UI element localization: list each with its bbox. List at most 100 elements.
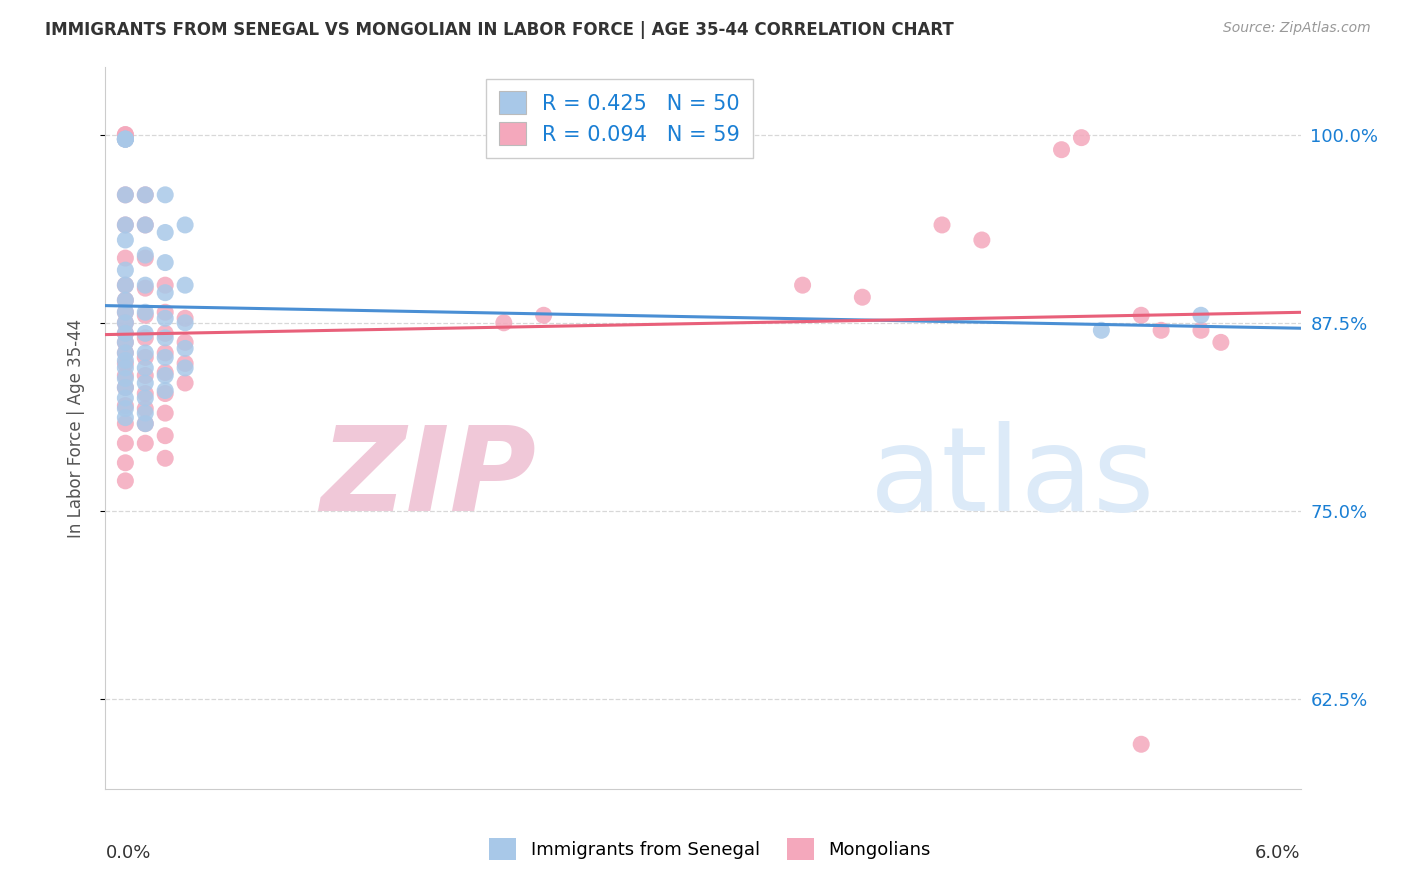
Point bbox=[153, 384, 177, 398]
Point bbox=[114, 251, 136, 265]
Point bbox=[153, 346, 177, 360]
Point bbox=[134, 360, 156, 375]
Point bbox=[153, 366, 177, 380]
Point bbox=[114, 132, 136, 146]
Point bbox=[174, 360, 197, 375]
Point bbox=[134, 331, 156, 345]
Point bbox=[114, 293, 136, 308]
Point bbox=[134, 401, 156, 416]
Point bbox=[114, 368, 136, 383]
Point bbox=[114, 218, 136, 232]
Point bbox=[114, 316, 136, 330]
Point bbox=[114, 380, 136, 394]
Point bbox=[114, 187, 136, 202]
Point bbox=[114, 218, 136, 232]
Point bbox=[970, 233, 993, 247]
Point bbox=[792, 278, 814, 293]
Point bbox=[153, 428, 177, 442]
Point bbox=[153, 351, 177, 365]
Point bbox=[134, 368, 156, 383]
Point bbox=[851, 290, 873, 304]
Y-axis label: In Labor Force | Age 35-44: In Labor Force | Age 35-44 bbox=[66, 318, 84, 538]
Point bbox=[134, 278, 156, 293]
Point bbox=[153, 187, 177, 202]
Point bbox=[114, 335, 136, 350]
Point bbox=[114, 371, 136, 385]
Point bbox=[114, 316, 136, 330]
Point bbox=[134, 187, 156, 202]
Point bbox=[134, 417, 156, 431]
Point bbox=[114, 346, 136, 360]
Text: ZIP: ZIP bbox=[319, 421, 536, 536]
Point bbox=[114, 346, 136, 360]
Point bbox=[1130, 737, 1153, 751]
Point bbox=[114, 401, 136, 416]
Point bbox=[114, 335, 136, 350]
Point bbox=[153, 326, 177, 341]
Point bbox=[1090, 323, 1112, 337]
Point bbox=[114, 132, 136, 146]
Point bbox=[153, 278, 177, 293]
Point bbox=[134, 305, 156, 319]
Point bbox=[114, 132, 136, 146]
Point bbox=[114, 263, 136, 277]
Point bbox=[134, 251, 156, 265]
Point bbox=[1189, 308, 1212, 322]
Point bbox=[134, 218, 156, 232]
Text: 6.0%: 6.0% bbox=[1256, 844, 1301, 862]
Point bbox=[114, 128, 136, 142]
Text: IMMIGRANTS FROM SENEGAL VS MONGOLIAN IN LABOR FORCE | AGE 35-44 CORRELATION CHAR: IMMIGRANTS FROM SENEGAL VS MONGOLIAN IN … bbox=[45, 21, 953, 39]
Point bbox=[134, 417, 156, 431]
Point bbox=[114, 399, 136, 413]
Point bbox=[114, 233, 136, 247]
Point bbox=[114, 132, 136, 146]
Point bbox=[114, 436, 136, 450]
Point bbox=[1070, 130, 1092, 145]
Point bbox=[1050, 143, 1073, 157]
Point bbox=[114, 474, 136, 488]
Point bbox=[114, 360, 136, 375]
Point bbox=[931, 218, 953, 232]
Point bbox=[174, 342, 197, 356]
Point bbox=[153, 406, 177, 420]
Point bbox=[153, 285, 177, 300]
Point bbox=[114, 456, 136, 470]
Point bbox=[114, 132, 136, 146]
Point bbox=[174, 316, 197, 330]
Point bbox=[134, 436, 156, 450]
Point bbox=[134, 218, 156, 232]
Point bbox=[114, 278, 136, 293]
Point bbox=[114, 326, 136, 341]
Point bbox=[134, 376, 156, 390]
Point bbox=[114, 417, 136, 431]
Point bbox=[174, 356, 197, 370]
Text: Source: ZipAtlas.com: Source: ZipAtlas.com bbox=[1223, 21, 1371, 36]
Point bbox=[153, 386, 177, 401]
Point bbox=[134, 281, 156, 295]
Point bbox=[134, 248, 156, 262]
Point bbox=[114, 293, 136, 308]
Point bbox=[153, 305, 177, 319]
Point bbox=[134, 308, 156, 322]
Point bbox=[134, 386, 156, 401]
Point bbox=[174, 376, 197, 390]
Point bbox=[114, 410, 136, 425]
Point bbox=[134, 391, 156, 405]
Point bbox=[134, 406, 156, 420]
Point bbox=[174, 278, 197, 293]
Legend: Immigrants from Senegal, Mongolians: Immigrants from Senegal, Mongolians bbox=[482, 830, 938, 867]
Point bbox=[114, 187, 136, 202]
Point bbox=[174, 311, 197, 326]
Point bbox=[153, 226, 177, 240]
Point bbox=[1150, 323, 1173, 337]
Point bbox=[134, 346, 156, 360]
Point bbox=[134, 187, 156, 202]
Point bbox=[114, 380, 136, 394]
Point bbox=[153, 255, 177, 269]
Point bbox=[153, 368, 177, 383]
Point bbox=[114, 305, 136, 319]
Point bbox=[533, 308, 555, 322]
Point bbox=[114, 353, 136, 368]
Point bbox=[153, 331, 177, 345]
Point bbox=[134, 351, 156, 365]
